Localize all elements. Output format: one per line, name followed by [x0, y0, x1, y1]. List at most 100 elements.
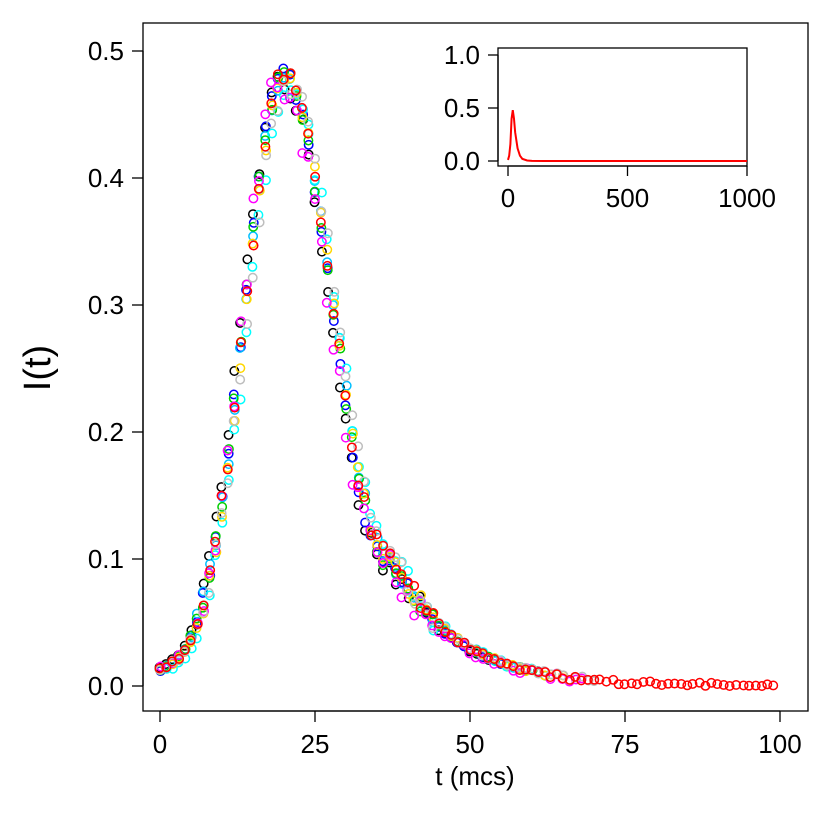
data-point — [316, 187, 327, 198]
data-point — [205, 565, 216, 576]
data-point — [247, 261, 258, 272]
data-point — [291, 91, 302, 102]
data-point — [303, 139, 314, 150]
data-point — [322, 265, 333, 276]
data-point — [731, 679, 742, 690]
data-point — [279, 94, 290, 105]
data-point — [328, 316, 339, 326]
data-point — [229, 402, 240, 413]
data-point — [724, 681, 735, 691]
data-point — [309, 175, 320, 186]
x-tick-label: 100 — [758, 729, 801, 759]
data-point — [253, 210, 264, 220]
data-point — [594, 674, 605, 685]
data-point — [453, 637, 464, 648]
x-axis-title: t (mcs) — [435, 761, 514, 791]
inset-x-tick-label: 500 — [606, 183, 649, 213]
data-point — [216, 490, 227, 501]
data-point — [242, 286, 253, 297]
data-point — [316, 223, 327, 233]
data-point — [366, 526, 377, 537]
data-point — [210, 536, 221, 547]
data-point — [217, 517, 228, 528]
data-point — [223, 429, 234, 440]
data-point — [278, 74, 289, 85]
data-point — [718, 680, 729, 690]
data-point — [377, 565, 388, 576]
data-point — [396, 592, 407, 603]
data-point — [421, 605, 432, 616]
data-point — [329, 286, 340, 297]
data-point — [340, 400, 351, 411]
data-point — [358, 488, 369, 499]
data-point — [248, 217, 259, 228]
data-point — [582, 674, 593, 685]
inset-y-tick-label: 0.5 — [444, 93, 480, 123]
data-point — [756, 681, 767, 691]
x-tick-label: 75 — [611, 729, 640, 759]
data-point — [242, 319, 253, 329]
data-point — [347, 452, 358, 463]
data-point — [321, 234, 332, 245]
data-point — [340, 432, 351, 443]
data-point — [248, 221, 259, 232]
data-point — [372, 547, 383, 558]
data-point — [323, 287, 334, 297]
data-point — [228, 389, 239, 400]
data-point — [328, 308, 339, 319]
data-point — [155, 661, 166, 672]
data-point — [222, 445, 233, 456]
data-point — [526, 665, 537, 676]
data-point — [217, 511, 227, 522]
data-point — [310, 153, 320, 164]
data-point — [290, 85, 301, 96]
data-point — [228, 416, 239, 426]
data-point — [768, 680, 779, 691]
data-point — [248, 240, 259, 251]
data-point — [297, 91, 308, 102]
data-point — [266, 91, 277, 102]
data-point — [366, 530, 377, 541]
data-point — [390, 563, 401, 574]
data-point — [347, 479, 358, 490]
data-point — [365, 508, 376, 519]
data-point — [236, 316, 246, 327]
data-point — [434, 618, 444, 629]
y-tick-label: 0.4 — [88, 163, 124, 193]
data-point — [322, 244, 333, 255]
data-point — [266, 98, 277, 109]
data-point — [706, 677, 717, 688]
data-point — [322, 260, 333, 271]
data-point — [744, 680, 754, 691]
data-point — [651, 678, 661, 689]
x-tick-label: 0 — [153, 729, 167, 759]
data-point — [154, 663, 165, 674]
data-point — [465, 644, 476, 655]
data-point — [198, 600, 209, 611]
data-point — [266, 118, 277, 129]
data-point — [501, 658, 512, 669]
data-point — [440, 627, 451, 638]
data-point — [316, 246, 327, 257]
data-point — [316, 226, 327, 237]
data-point — [260, 141, 271, 152]
data-point — [303, 128, 314, 139]
data-point — [520, 664, 531, 675]
data-point — [216, 508, 227, 519]
data-point — [334, 338, 345, 349]
data-point — [750, 680, 761, 691]
data-point — [260, 121, 271, 132]
data-point — [291, 105, 302, 116]
data-point — [205, 559, 215, 569]
data-point — [576, 675, 587, 686]
data-point — [217, 501, 228, 512]
data-point — [309, 186, 320, 197]
x-tick-label: 50 — [456, 729, 485, 759]
data-point — [353, 441, 364, 452]
data-point — [235, 337, 246, 348]
data-point — [495, 658, 506, 668]
data-point — [613, 679, 624, 690]
data-point — [229, 366, 240, 376]
data-point — [359, 492, 370, 502]
data-point — [235, 374, 246, 385]
